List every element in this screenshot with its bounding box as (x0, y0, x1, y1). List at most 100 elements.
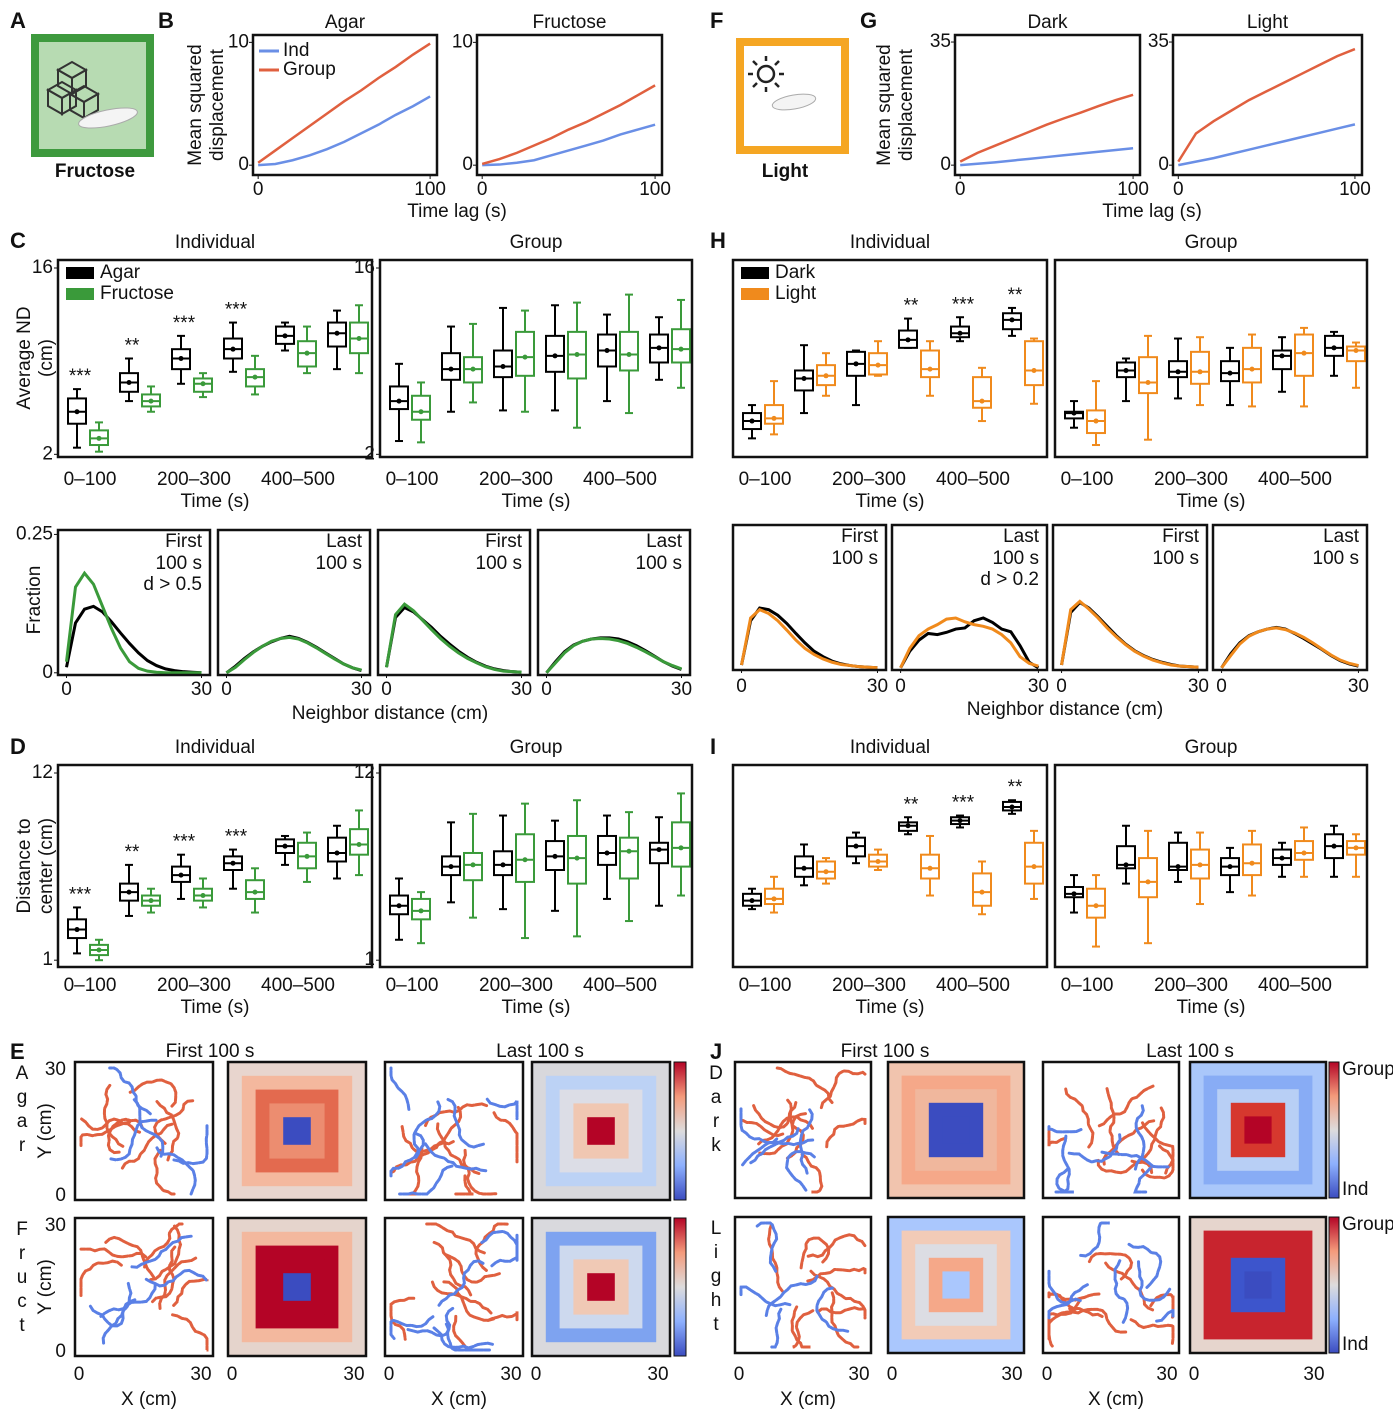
median-dot (283, 844, 288, 849)
median-dot (627, 849, 632, 854)
median-dot (958, 818, 963, 823)
median-dot (1124, 862, 1129, 867)
significance: ** (904, 794, 919, 815)
x-tick-label: 30 (1348, 676, 1369, 697)
trajectory (1066, 1089, 1093, 1147)
median-dot (1094, 419, 1099, 424)
density-ring (942, 1271, 969, 1298)
x-tick-label: 400–500 (1258, 469, 1332, 490)
x-axis-label: X (cm) (780, 1389, 836, 1410)
y-tick-label: 2 (364, 443, 375, 464)
trajectory (1057, 1169, 1074, 1192)
x-tick-label: 0 (1216, 676, 1227, 697)
x-tick-label: 0 (895, 676, 906, 697)
box (921, 351, 939, 378)
trajectories (81, 1224, 207, 1350)
box (672, 329, 690, 362)
median-dot (1302, 850, 1307, 855)
density-ring (283, 1117, 311, 1145)
trajectory (811, 1271, 865, 1310)
x-axis-label: Time (s) (1177, 997, 1246, 1018)
median-dot (149, 898, 154, 903)
trajectory (771, 1309, 781, 1347)
trajectories (81, 1068, 207, 1194)
box (620, 332, 638, 371)
x-tick-label: 30 (1188, 676, 1209, 697)
x-tick-label: 0–100 (1061, 469, 1114, 490)
median-dot (802, 866, 807, 871)
median-dot (179, 356, 184, 361)
median-dot (1228, 864, 1233, 869)
x-tick-label: 30 (511, 679, 532, 700)
trajectory (818, 1308, 865, 1318)
x-tick-label: 30 (1001, 1364, 1022, 1385)
subplot-title: Last (326, 531, 363, 552)
plot-frame (477, 35, 662, 175)
subplot-title: 100 s (476, 553, 522, 574)
box (1191, 352, 1209, 384)
panel-letter: A (10, 8, 26, 33)
panel-letter: I (710, 734, 716, 759)
significance: ** (125, 842, 140, 863)
x-tick-label: 30 (343, 1364, 364, 1385)
y-axis-label: Y (cm) (35, 1259, 56, 1315)
median-dot (824, 373, 829, 378)
x-axis-label: Neighbor distance (cm) (967, 699, 1163, 720)
trajectory (81, 1261, 121, 1295)
panel-letter: G (860, 8, 877, 33)
colorbar-label: Group (1342, 1214, 1393, 1235)
subplot-title: Last (1323, 526, 1360, 547)
y-tick-label: 0.25 (16, 523, 53, 544)
trajectory (757, 1223, 776, 1271)
median-dot (449, 367, 454, 372)
median-dot (772, 416, 777, 421)
median-dot (876, 363, 881, 368)
x-tick-label: 30 (1303, 1364, 1324, 1385)
median-dot (1146, 879, 1151, 884)
column-title: First 100 s (841, 1041, 930, 1062)
legend-label: Fructose (100, 283, 174, 304)
box (350, 829, 368, 855)
median-dot (501, 364, 506, 369)
icon-frame (35, 38, 150, 153)
trajectory (821, 1071, 865, 1108)
trajectory (427, 1224, 485, 1253)
median-dot (553, 353, 558, 358)
median-dot (231, 861, 236, 866)
median-dot (305, 854, 310, 859)
x-axis-label: X (cm) (121, 1389, 177, 1410)
median-dot (575, 856, 580, 861)
y-tick-label: 35 (1148, 31, 1169, 52)
density-ring (587, 1117, 615, 1145)
box (1087, 889, 1105, 918)
colorbar (1329, 1062, 1339, 1198)
significance: *** (952, 294, 975, 315)
median-dot (906, 337, 911, 342)
trajectory (793, 1311, 813, 1347)
subplot-title: Individual (175, 232, 255, 253)
y-axis-label: Fraction (24, 566, 45, 635)
x-tick-label: 200–300 (479, 975, 553, 996)
x-tick-label: 0 (384, 1364, 395, 1385)
y-axis-label: displacement (896, 48, 917, 161)
x-tick-label: 0–100 (1061, 975, 1114, 996)
x-tick-label: 30 (351, 679, 372, 700)
x-tick-label: 200–300 (832, 469, 906, 490)
subplot-title: Individual (175, 737, 255, 758)
x-tick-label: 0 (541, 679, 552, 700)
legend-swatch (741, 288, 769, 300)
trajectory (391, 1317, 433, 1339)
median-dot (127, 890, 132, 895)
box (598, 836, 616, 865)
median-dot (471, 367, 476, 372)
box (1139, 858, 1157, 897)
box (246, 880, 264, 899)
subplot-title: 100 s (832, 548, 878, 569)
box (328, 838, 346, 862)
x-tick-label: 0–100 (386, 975, 439, 996)
median-dot (1354, 845, 1359, 850)
median-dot (1198, 862, 1203, 867)
box (442, 353, 460, 380)
panel-letter: C (10, 228, 26, 253)
median-dot (575, 352, 580, 357)
